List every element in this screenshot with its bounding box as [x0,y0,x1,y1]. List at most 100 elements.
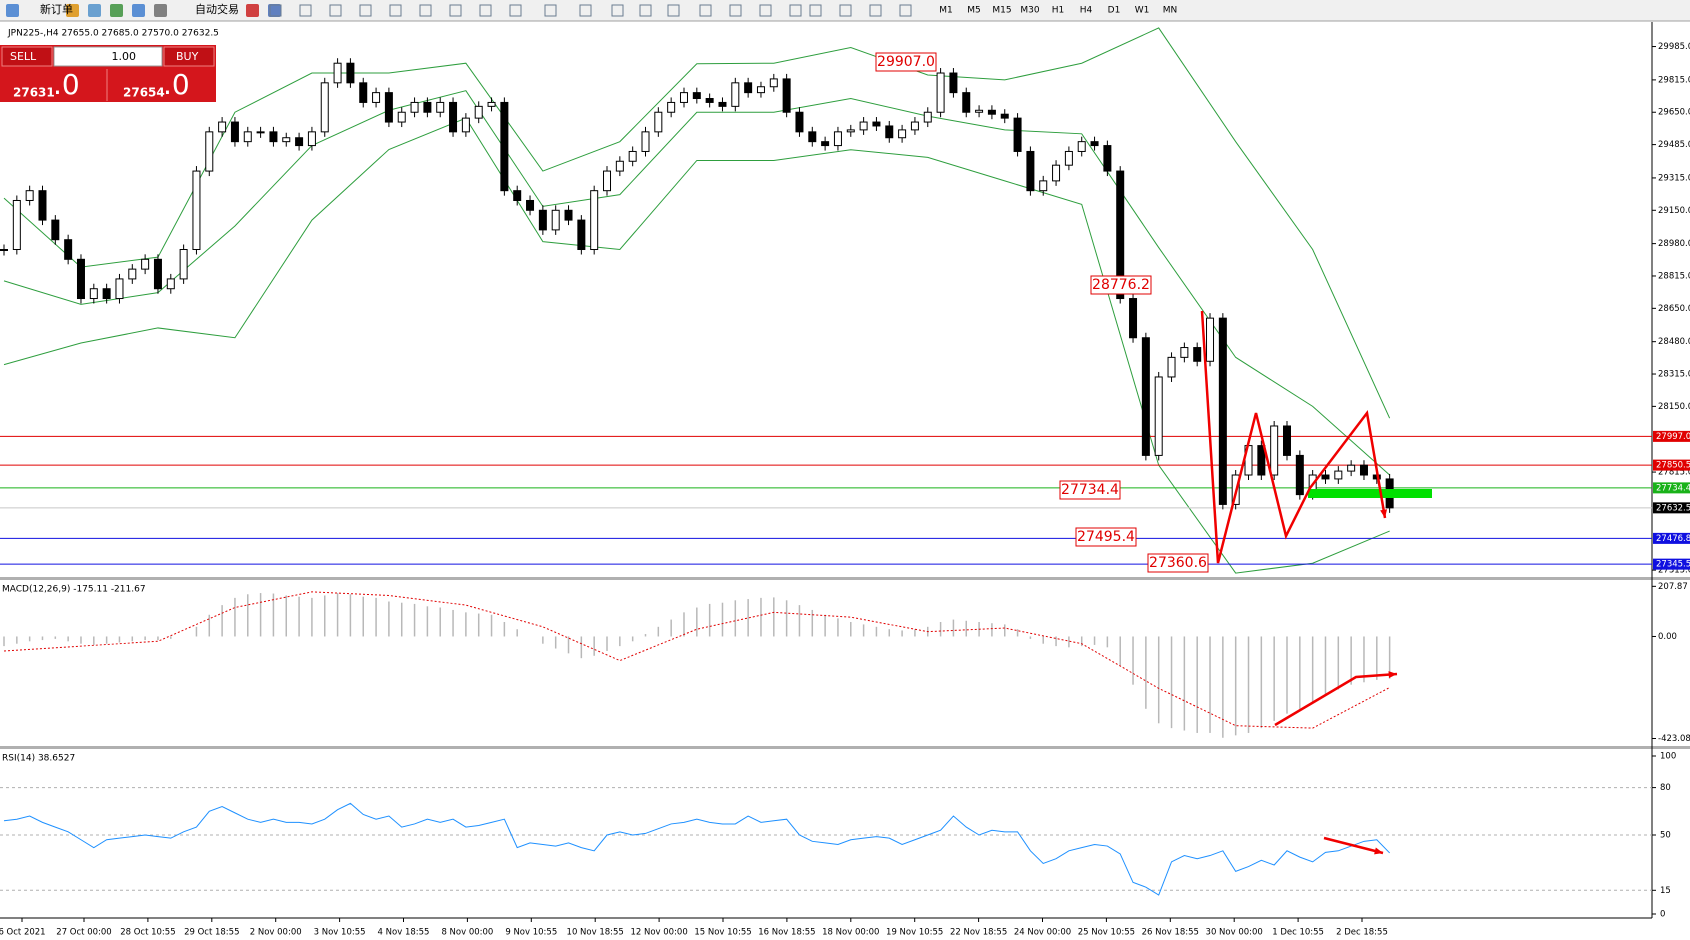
toolbar-icon[interactable] [268,4,281,17]
toolbar-icon[interactable] [359,4,372,17]
toolbar-icon[interactable] [269,4,282,17]
toolbar-icon[interactable] [449,4,462,17]
panel-divider [0,577,1690,580]
sell-label[interactable]: SELL [10,50,37,63]
level-price-box [1653,459,1690,471]
price-tick-label: 27815.0 [1658,468,1690,478]
timeframe-button[interactable]: M15 [992,6,1011,16]
time-label: 10 Nov 18:55 [567,928,624,938]
toolbar-icon[interactable] [329,4,342,17]
candle [513,190,522,201]
time-label: 30 Nov 00:00 [1206,928,1263,938]
timeframe-button[interactable]: H4 [1080,6,1093,16]
candle [1283,425,1291,456]
price-tick-label: 29150.0 [1658,206,1690,216]
macd-tick-label: 0.00 [1658,632,1677,642]
macd-signal [3,591,1390,729]
toolbar-button[interactable]: 自动交易 [195,2,239,16]
sell-price[interactable]: 27631 [13,86,55,100]
candle [936,72,945,113]
timeframe-button[interactable]: MN [1163,6,1178,16]
buy-label[interactable]: BUY [176,50,199,63]
candle [1218,317,1227,505]
price-annotation: 28776.2 [1092,277,1150,293]
toolbar-icon[interactable] [639,4,652,17]
candle [410,101,419,113]
toolbar-icon[interactable] [759,4,772,17]
candle [551,209,560,231]
volume-input[interactable] [53,46,163,67]
toolbar-icon[interactable] [899,4,912,17]
toolbar-icon[interactable] [579,4,592,17]
time-label: 24 Nov 00:00 [1014,928,1071,938]
candle [25,190,34,201]
candle [384,92,393,123]
level-price-box [1653,482,1690,494]
candle [166,278,175,290]
price-annotation: 27360.6 [1149,555,1207,571]
timeframe-button[interactable]: M30 [1020,6,1039,16]
time-label: 16 Nov 18:55 [758,928,815,938]
toolbar-icon[interactable] [246,4,259,17]
toolbar-icon[interactable] [66,4,79,17]
arrowhead [1388,671,1397,679]
candle [1064,150,1073,166]
candle [795,111,804,133]
toolbar-icon[interactable] [419,4,432,17]
toolbar-icon[interactable] [839,4,852,17]
toolbar-icon[interactable] [729,4,742,17]
rsi-tick-label: 100 [1660,752,1676,762]
toolbar-icon[interactable] [699,4,712,17]
candle [205,131,214,172]
candle [218,121,227,133]
toolbar-icon[interactable] [6,4,19,17]
buy-button[interactable] [163,46,215,67]
candle [153,258,162,290]
candle [667,101,676,113]
toolbar-icon[interactable] [132,4,145,17]
time-label: 19 Nov 10:55 [886,928,943,938]
toolbar-icon[interactable] [611,4,624,17]
toolbar-icon[interactable] [509,4,522,17]
candle [949,72,958,94]
toolbar-button[interactable]: 新订单 [40,2,73,16]
toolbar-icon[interactable] [544,4,557,17]
toolbar-icon[interactable] [88,4,101,17]
candle [1013,117,1022,152]
toolbar-icon[interactable] [869,4,882,17]
level-price-label: 27997.0 [1656,432,1690,442]
macd-label: MACD(12,26,9) -175.11 -211.67 [2,585,146,595]
candle [975,109,984,113]
timeframe-button[interactable]: W1 [1135,6,1150,16]
level-price-label: 27345.5 [1656,560,1690,570]
toolbar-icon[interactable] [110,4,123,17]
candle [885,125,894,139]
toolbar-icon[interactable] [667,4,680,17]
price-tick-label: 28815.0 [1658,271,1690,281]
time-label: 12 Nov 00:00 [630,928,687,938]
timeframe-button[interactable]: D1 [1108,6,1121,16]
time-label: 25 Nov 10:55 [1078,928,1135,938]
sell-price-big[interactable]: .0 [53,68,80,101]
toolbar-icon[interactable] [299,4,312,17]
toolbar-icon[interactable] [389,4,402,17]
toolbar-icon[interactable] [479,4,492,17]
candle [461,117,470,133]
chart-header: JPN225-,H4 27655.0 27685.0 27570.0 27632… [7,29,219,39]
level-price-label: 27632.5 [1656,503,1690,513]
panel-divider [0,746,1690,749]
time-label: 8 Nov 00:00 [441,928,493,938]
volume-value[interactable]: 1.00 [112,50,137,63]
timeframe-button[interactable]: H1 [1052,6,1065,16]
toolbar-icon[interactable] [154,4,167,17]
timeframe-button[interactable]: M5 [967,6,981,16]
one-click-trading: SELL 1.00 BUY 27631 .0 27654 .0 [0,45,216,102]
time-label: 28 Oct 10:55 [120,928,175,938]
sell-button[interactable] [1,46,53,67]
toolbar-icon[interactable] [809,4,822,17]
toolbar-icon[interactable] [789,4,802,17]
candle [128,268,137,280]
buy-price[interactable]: 27654 [123,86,165,100]
timeframe-button[interactable]: M1 [939,6,953,16]
buy-price-big[interactable]: .0 [163,68,190,101]
